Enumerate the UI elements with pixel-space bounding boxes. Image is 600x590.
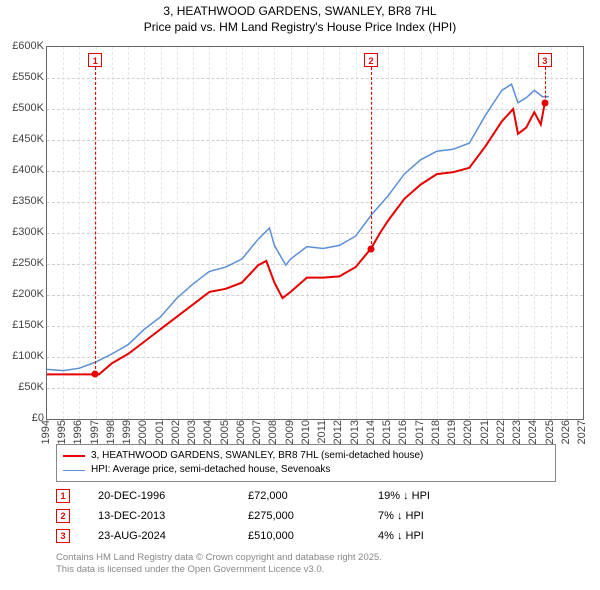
x-tick-label: 1998 — [105, 420, 117, 444]
attribution-footer: Contains HM Land Registry data © Crown c… — [56, 552, 556, 577]
datapoint-date: 20-DEC-1996 — [98, 490, 248, 502]
datapoint-marker: 1 — [56, 489, 70, 503]
y-tick-label: £400K — [0, 164, 44, 176]
x-tick-label: 2014 — [365, 420, 377, 444]
x-tick-label: 2000 — [137, 420, 149, 444]
x-tick-label: 2025 — [544, 420, 556, 444]
x-tick-label: 2016 — [397, 420, 409, 444]
sale-marker-line — [95, 67, 96, 374]
sale-marker-dot — [541, 99, 548, 106]
x-tick-label: 1994 — [40, 420, 52, 444]
y-tick-label: £350K — [0, 195, 44, 207]
x-tick-label: 2023 — [511, 420, 523, 444]
x-tick-label: 2021 — [479, 420, 491, 444]
datapoint-row: 3 23-AUG-2024£510,0004% ↓ HPI — [56, 526, 556, 546]
x-tick-label: 2004 — [202, 420, 214, 444]
x-tick-label: 2005 — [219, 420, 231, 444]
chart-container: { "title": { "line1": "3, HEATHWOOD GARD… — [0, 0, 600, 590]
title-line2: Price paid vs. HM Land Registry's House … — [0, 20, 600, 36]
x-tick-label: 2003 — [186, 420, 198, 444]
x-tick-label: 2020 — [462, 420, 474, 444]
datapoint-diff: 4% ↓ HPI — [378, 530, 498, 542]
x-tick-label: 2022 — [495, 420, 507, 444]
x-tick-label: 2024 — [527, 420, 539, 444]
y-tick-label: £50K — [0, 381, 44, 393]
x-tick-label: 2009 — [284, 420, 296, 444]
x-tick-label: 2012 — [332, 420, 344, 444]
legend-swatch-price — [63, 455, 85, 457]
series-price_paid — [47, 103, 545, 375]
datapoint-row: 2 13-DEC-2013£275,0007% ↓ HPI — [56, 506, 556, 526]
x-tick-label: 2013 — [349, 420, 361, 444]
datapoint-price: £510,000 — [248, 530, 378, 542]
y-tick-label: £500K — [0, 102, 44, 114]
datapoint-table: 1 20-DEC-1996£72,00019% ↓ HPI 2 13-DEC-2013… — [56, 486, 556, 546]
plot-area: 1 2 3 — [46, 46, 584, 420]
footer-line1: Contains HM Land Registry data © Crown c… — [56, 552, 556, 564]
sale-marker-box: 2 — [364, 53, 378, 67]
x-tick-label: 2002 — [170, 420, 182, 444]
x-tick-label: 2001 — [154, 420, 166, 444]
datapoint-date: 13-DEC-2013 — [98, 510, 248, 522]
x-tick-label: 2015 — [381, 420, 393, 444]
y-tick-label: £300K — [0, 226, 44, 238]
x-tick-label: 2018 — [430, 420, 442, 444]
sale-marker-box: 1 — [88, 53, 102, 67]
x-tick-label: 2017 — [414, 420, 426, 444]
x-tick-label: 2027 — [576, 420, 588, 444]
x-tick-label: 2026 — [560, 420, 572, 444]
y-tick-label: £100K — [0, 350, 44, 362]
sale-marker-dot — [368, 245, 375, 252]
series-hpi — [47, 84, 549, 370]
legend-label-price: 3, HEATHWOOD GARDENS, SWANLEY, BR8 7HL (… — [91, 449, 423, 463]
legend-row-price: 3, HEATHWOOD GARDENS, SWANLEY, BR8 7HL (… — [63, 449, 549, 463]
x-tick-label: 2011 — [316, 420, 328, 444]
series-lines — [47, 47, 583, 419]
y-tick-label: £200K — [0, 288, 44, 300]
legend-label-hpi: HPI: Average price, semi-detached house,… — [91, 463, 330, 477]
datapoint-date: 23-AUG-2024 — [98, 530, 248, 542]
x-tick-label: 1995 — [56, 420, 68, 444]
y-tick-label: £0 — [0, 412, 44, 424]
datapoint-marker: 3 — [56, 529, 70, 543]
y-tick-label: £250K — [0, 257, 44, 269]
x-tick-label: 1997 — [89, 420, 101, 444]
datapoint-price: £72,000 — [248, 490, 378, 502]
legend: 3, HEATHWOOD GARDENS, SWANLEY, BR8 7HL (… — [56, 444, 556, 482]
x-tick-label: 1999 — [121, 420, 133, 444]
footer-line2: This data is licensed under the Open Gov… — [56, 564, 556, 576]
datapoint-row: 1 20-DEC-1996£72,00019% ↓ HPI — [56, 486, 556, 506]
legend-row-hpi: HPI: Average price, semi-detached house,… — [63, 463, 549, 477]
datapoint-marker: 2 — [56, 509, 70, 523]
title-block: 3, HEATHWOOD GARDENS, SWANLEY, BR8 7HL P… — [0, 0, 600, 35]
sale-marker-line — [371, 67, 372, 249]
datapoint-price: £275,000 — [248, 510, 378, 522]
x-tick-label: 2019 — [446, 420, 458, 444]
sale-marker-line — [545, 67, 546, 103]
sale-marker-dot — [92, 371, 99, 378]
x-tick-label: 2006 — [235, 420, 247, 444]
title-line1: 3, HEATHWOOD GARDENS, SWANLEY, BR8 7HL — [0, 4, 600, 20]
x-tick-label: 2008 — [267, 420, 279, 444]
sale-marker-box: 3 — [538, 53, 552, 67]
y-tick-label: £550K — [0, 71, 44, 83]
y-tick-label: £450K — [0, 133, 44, 145]
legend-swatch-hpi — [63, 470, 85, 471]
y-tick-label: £600K — [0, 40, 44, 52]
datapoint-diff: 7% ↓ HPI — [378, 510, 498, 522]
x-tick-label: 2010 — [300, 420, 312, 444]
y-tick-label: £150K — [0, 319, 44, 331]
x-tick-label: 1996 — [72, 420, 84, 444]
datapoint-diff: 19% ↓ HPI — [378, 490, 498, 502]
x-tick-label: 2007 — [251, 420, 263, 444]
